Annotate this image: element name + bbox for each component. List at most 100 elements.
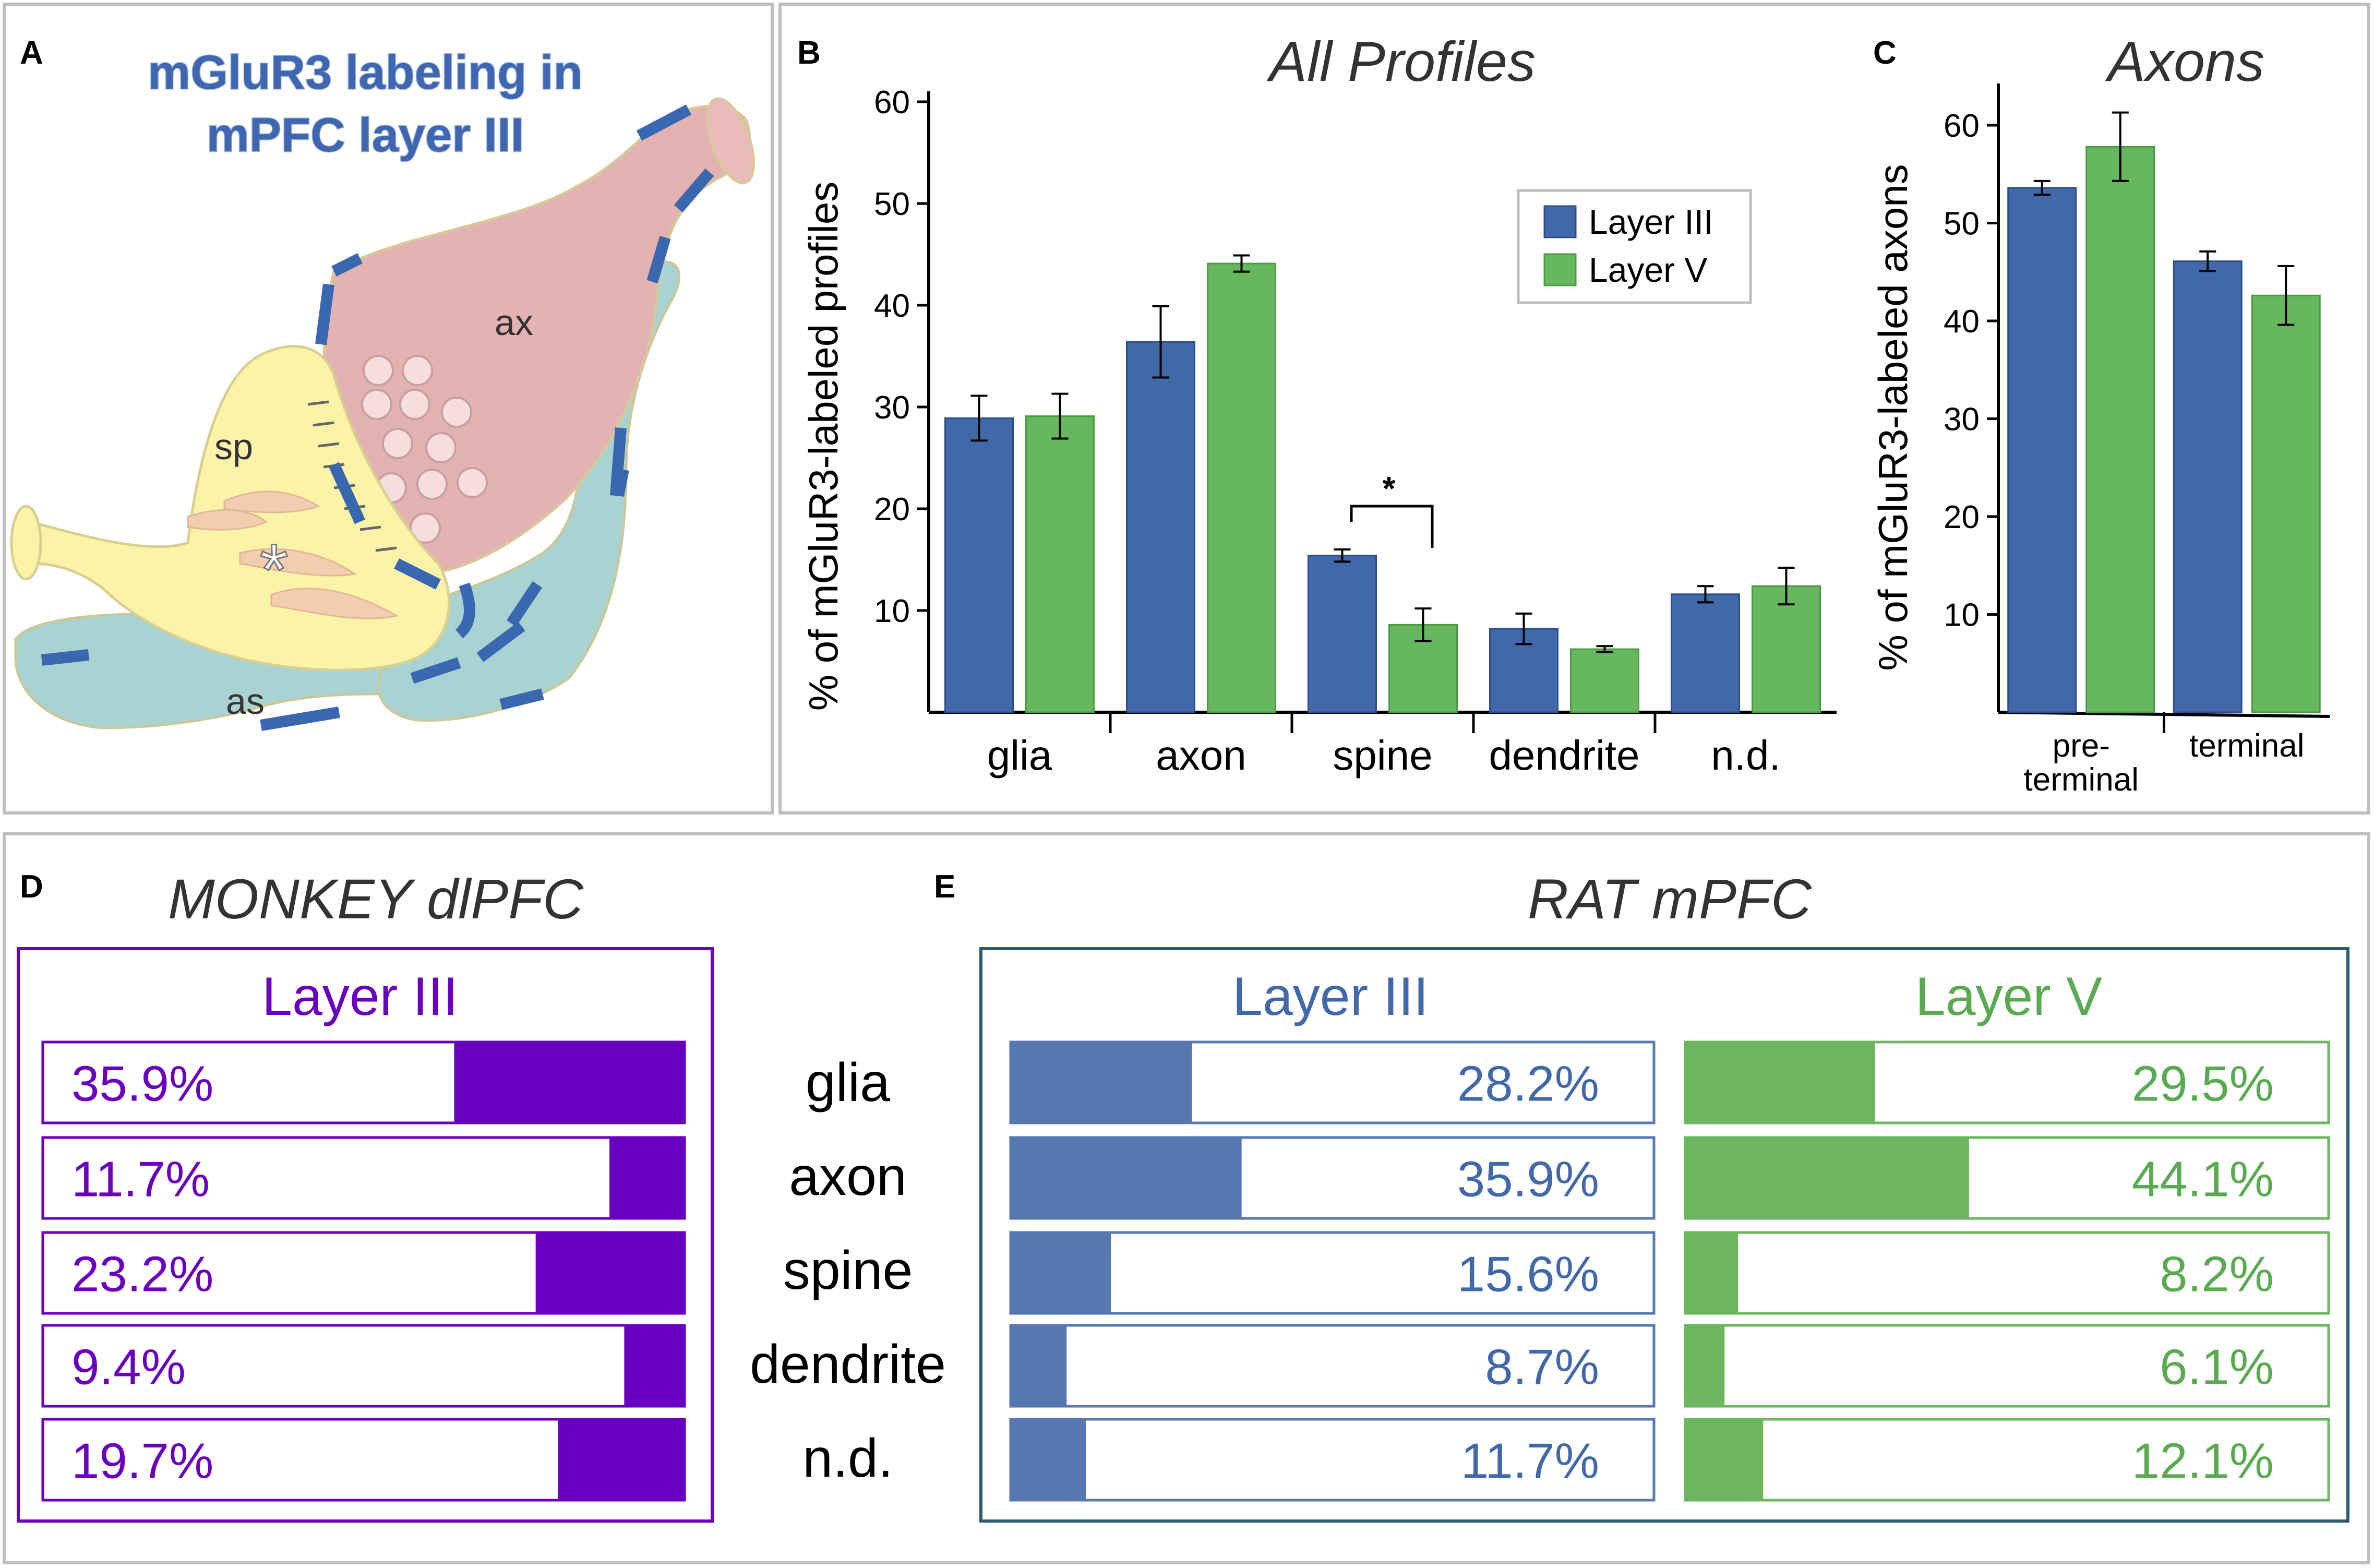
- y-tick-label: 50: [874, 186, 910, 222]
- x-category-label: pre-: [2053, 728, 2110, 764]
- rat-layer3-row-fill: [1011, 1042, 1192, 1123]
- spine-neck-cut: [10, 505, 42, 581]
- panel-d-rows: 35.9% 11.7% 23.2% 9.4% 19.7%: [41, 1040, 686, 1502]
- bar-glia-layer-v: [1025, 415, 1095, 713]
- panel-b-bars: [944, 262, 1821, 713]
- y-tick-label: 10: [874, 593, 910, 629]
- rat-layer3-row-frame: [1009, 1418, 1656, 1502]
- significance-star: *: [1383, 470, 1396, 507]
- rat-layer5-row-value: 12.1%: [2132, 1433, 2274, 1489]
- panel-c-error-bars: [2033, 111, 2295, 326]
- rat-layer3-row-value: 35.9%: [1457, 1152, 1599, 1207]
- monkey-row-fill: [535, 1232, 685, 1313]
- panel-b-title: All Profiles: [1266, 30, 1536, 93]
- rat-layer3-row-frame: [1009, 1231, 1656, 1315]
- panel-e: E RAT mPFC Layer III Layer V glia axon spi…: [750, 867, 2349, 1523]
- y-tick-label: 60: [1944, 108, 1980, 144]
- rat-layer3-row-fill: [1011, 1138, 1242, 1218]
- monkey-row-value: 19.7%: [71, 1433, 213, 1489]
- rat-layer5-row-fill: [1685, 1042, 1875, 1123]
- row-label-n-d: n.d.: [802, 1428, 893, 1489]
- y-tick-label: 40: [1944, 304, 1980, 340]
- rat-layer5-row-frame: [1684, 1231, 2330, 1315]
- panel-a-title-line2: mPFC layer III: [207, 109, 524, 162]
- rat-layer5-row-value: 44.1%: [2132, 1152, 2274, 1207]
- panel-c-category-labels: pre-terminal terminal: [2023, 728, 2304, 798]
- panel-a: A mGluR3 labeling in mPFC layer III ax: [3, 3, 774, 815]
- synaptic-vesicles: [361, 355, 488, 544]
- row-label-glia: glia: [806, 1052, 890, 1113]
- bar-dendrite-layer-v: [1570, 648, 1639, 713]
- x-category-label: spine: [1333, 732, 1432, 779]
- y-tick-label: 40: [874, 288, 910, 324]
- x-category-label: axon: [1156, 732, 1246, 779]
- panel-e-layer3-header: Layer III: [1232, 966, 1429, 1027]
- panel-e-layer5-rows: 29.5% 44.1% 8.2% 6.1% 12.1%: [1684, 1040, 2330, 1502]
- panel-e-letter: E: [934, 869, 955, 905]
- panel-c-title: Axons: [2105, 30, 2264, 93]
- label-ax: ax: [495, 302, 533, 343]
- panel-b-axes: 10 20 30 40 50 60: [874, 85, 1837, 733]
- monkey-row-value: 35.9%: [71, 1056, 213, 1112]
- rat-layer5-row-frame: [1684, 1418, 2330, 1502]
- row-label-axon: axon: [789, 1146, 907, 1207]
- panel-c-bars: [2007, 146, 2321, 713]
- monkey-row-value: 11.7%: [71, 1152, 210, 1207]
- y-tick-label: 30: [874, 390, 910, 426]
- panel-b-letter: B: [797, 35, 821, 71]
- bar-pre-terminal-layer-iii: [2007, 187, 2077, 713]
- panel-e-layer5-header: Layer V: [1915, 966, 2102, 1027]
- bar-glia-layer-iii: [944, 417, 1014, 713]
- panel-e-title: RAT mPFC: [1528, 867, 1812, 930]
- mglur3-label-dashes: [41, 104, 714, 731]
- axon-cut-end: [705, 97, 756, 185]
- monkey-row-fill: [624, 1325, 685, 1406]
- panel-c-ylabel: % of mGluR3-labeled axons: [1870, 164, 1916, 671]
- bar-terminal-layer-v: [2251, 294, 2321, 713]
- rat-layer5-row-value: 6.1%: [2160, 1339, 2274, 1395]
- bar-axon-layer-v: [1207, 262, 1276, 713]
- y-tick-label: 30: [1944, 402, 1980, 438]
- legend-swatch-layer5: [1543, 253, 1577, 286]
- y-tick-label: 60: [874, 85, 910, 121]
- monkey-row-fill: [454, 1042, 685, 1123]
- y-tick-label: 50: [1944, 206, 1980, 242]
- y-tick-label: 10: [1944, 597, 1980, 633]
- x-category-label: glia: [987, 732, 1052, 779]
- legend-label-layer5: Layer V: [1589, 250, 1707, 289]
- panel-b-significance-bracket: *: [1350, 470, 1434, 548]
- panel-b-category-labels: glia axon spine dendrite n.d.: [987, 732, 1781, 779]
- panel-d-title: MONKEY dlPFC: [168, 867, 584, 930]
- panel-e-layer3-rows: 28.2% 35.9% 15.6% 8.7% 11.7%: [1009, 1040, 1656, 1502]
- rat-layer3-row-fill: [1011, 1232, 1111, 1313]
- bar-n-d-layer-v: [1752, 585, 1821, 713]
- rat-layer5-row-frame: [1684, 1324, 2330, 1408]
- y-tick-label: 20: [874, 492, 910, 528]
- panel-b-legend: Layer III Layer V: [1517, 189, 1752, 304]
- panel-d-letter: D: [20, 869, 43, 905]
- monkey-row-frame: [41, 1136, 686, 1220]
- rat-layer5-row-fill: [1685, 1325, 1725, 1406]
- legend-swatch-layer3: [1543, 205, 1577, 238]
- row-label-dendrite: dendrite: [750, 1334, 946, 1395]
- x-category-label: terminal: [2189, 728, 2305, 764]
- panel-b-error-bars: [970, 254, 1795, 653]
- x-category-label: dendrite: [1489, 732, 1639, 779]
- row-label-spine: spine: [783, 1240, 913, 1301]
- label-star: *: [260, 529, 288, 611]
- bar-axon-layer-iii: [1126, 341, 1195, 713]
- spine-apparatus: [187, 490, 399, 619]
- rat-layer5-row-fill: [1685, 1232, 1738, 1313]
- panel-d: D MONKEY dlPFC Layer III 35.9% 11.7% 23.2%…: [17, 867, 714, 1523]
- rat-layer3-row-fill: [1011, 1419, 1086, 1500]
- rat-layer5-row-fill: [1685, 1419, 1764, 1500]
- legend-label-layer3: Layer III: [1589, 202, 1713, 241]
- rat-layer3-row-fill: [1011, 1325, 1067, 1406]
- y-tick-label: 20: [1944, 499, 1980, 535]
- panel-a-title-line1: mGluR3 labeling in: [148, 46, 582, 99]
- panel-c-axes: 10 20 30 40 50 60: [1944, 83, 2330, 733]
- x-category-label: terminal: [2023, 762, 2139, 798]
- bar-spine-layer-iii: [1308, 555, 1377, 713]
- rat-layer3-row-frame: [1009, 1324, 1656, 1408]
